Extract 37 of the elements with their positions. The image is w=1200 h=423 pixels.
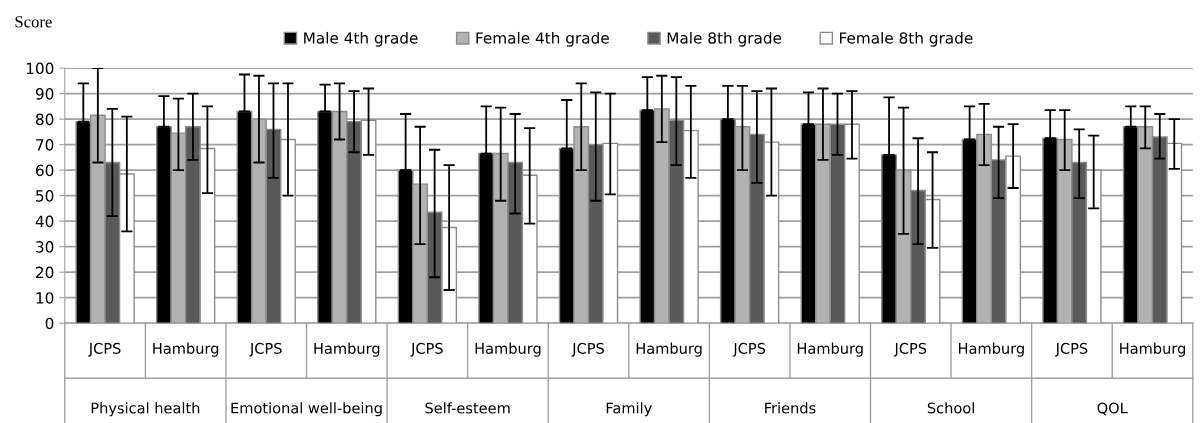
x-tick-label: Hamburg	[475, 342, 541, 357]
legend-label: Female 8th grade	[839, 31, 973, 47]
x-tick-label: JCPS	[410, 342, 443, 357]
y-tick-label: 30	[36, 241, 54, 253]
y-tick-label: 50	[36, 190, 54, 202]
legend-label: Male 8th grade	[667, 31, 782, 47]
x-tick-label: Hamburg	[959, 342, 1024, 357]
y-tick-label: 100	[26, 62, 54, 75]
x-tick-label: JCPS	[1054, 342, 1088, 357]
y-tick-label: 90	[35, 88, 54, 100]
text: QOL	[1097, 402, 1128, 416]
legend-label: Male 4th grade	[304, 31, 418, 47]
y-tick-label: 70	[36, 139, 54, 151]
y-tick-label: 10	[36, 292, 54, 304]
text: School	[927, 402, 974, 414]
x-tick-label: JCPS	[571, 342, 604, 357]
x-tick-label: Hamburg	[314, 342, 380, 357]
x-tick-label: JCPS	[88, 342, 121, 357]
legend-label: Female 4th grade	[476, 31, 609, 47]
x-tick-label: Hamburg	[1120, 342, 1185, 357]
text: Friends	[765, 402, 816, 414]
y-axis-title: Score	[15, 16, 52, 28]
y-tick-label: 40	[35, 215, 54, 228]
text: Self-esteem	[425, 402, 510, 414]
text: Physical health	[91, 402, 200, 417]
text: Family	[606, 402, 652, 417]
y-tick-label: 60	[36, 164, 54, 177]
x-tick-label: Hamburg	[797, 342, 863, 357]
x-tick-label: JCPS	[249, 342, 282, 357]
x-tick-label: JCPS	[732, 342, 766, 357]
x-tick-label: Hamburg	[153, 342, 219, 357]
text: Emotional well-being	[231, 402, 382, 417]
x-tick-label: Hamburg	[636, 342, 702, 357]
y-tick-label: 0	[45, 317, 54, 330]
y-tick-label: 80	[35, 113, 54, 126]
x-tick-label: JCPS	[893, 342, 927, 357]
y-tick-label: 20	[36, 266, 54, 279]
